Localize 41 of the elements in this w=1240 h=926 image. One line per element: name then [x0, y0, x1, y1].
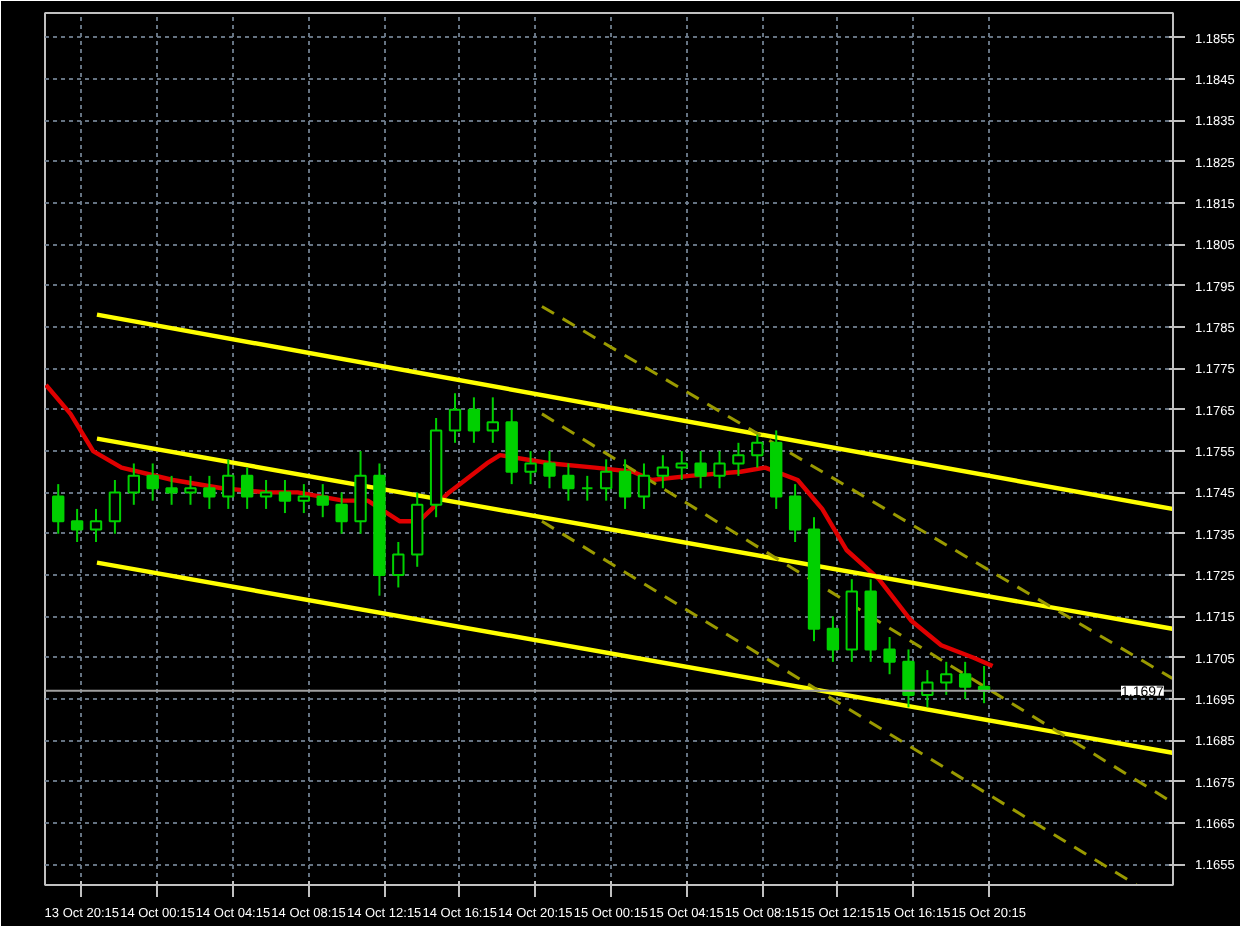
- candlestick: [921, 669, 934, 709]
- candlestick: [203, 474, 216, 510]
- candlestick: [467, 396, 481, 444]
- candlestick: [259, 479, 273, 510]
- candlestick: [108, 479, 122, 535]
- candlestick: [222, 458, 235, 510]
- candlestick: [883, 636, 896, 676]
- candlestick: [618, 458, 632, 510]
- candlestick: [486, 396, 499, 444]
- candlestick: [713, 450, 726, 490]
- candlestick: [335, 491, 348, 535]
- candlestick: [89, 507, 103, 543]
- candlestick: [392, 540, 405, 589]
- candlestick: [675, 450, 688, 481]
- candlestick: [826, 615, 840, 663]
- candlestick: [165, 474, 178, 506]
- candlestick: [146, 462, 159, 502]
- candlestick: [297, 483, 311, 515]
- candlestick: [732, 441, 745, 477]
- candlestick: [751, 433, 764, 469]
- candlestick: [543, 450, 556, 490]
- candlestick: [524, 450, 537, 486]
- candlestick: [562, 462, 575, 502]
- candlestick: [581, 474, 594, 502]
- candlestick: [599, 458, 613, 502]
- candlestick: [127, 462, 140, 506]
- candlestick: [694, 450, 707, 490]
- candlestick: [184, 474, 197, 506]
- candlestick: [788, 483, 802, 543]
- candlestick: [316, 483, 329, 519]
- candlestick: [240, 466, 254, 510]
- candlestick: [70, 507, 84, 543]
- candlestick: [940, 660, 953, 696]
- candlestick: [958, 660, 972, 701]
- candlestick: [656, 454, 670, 490]
- candlestick: [902, 648, 915, 709]
- candlestick: [278, 479, 292, 515]
- candlestick: [354, 450, 367, 535]
- candlestick: [637, 462, 651, 510]
- candlestick: [52, 483, 65, 535]
- candlestick: [448, 392, 462, 444]
